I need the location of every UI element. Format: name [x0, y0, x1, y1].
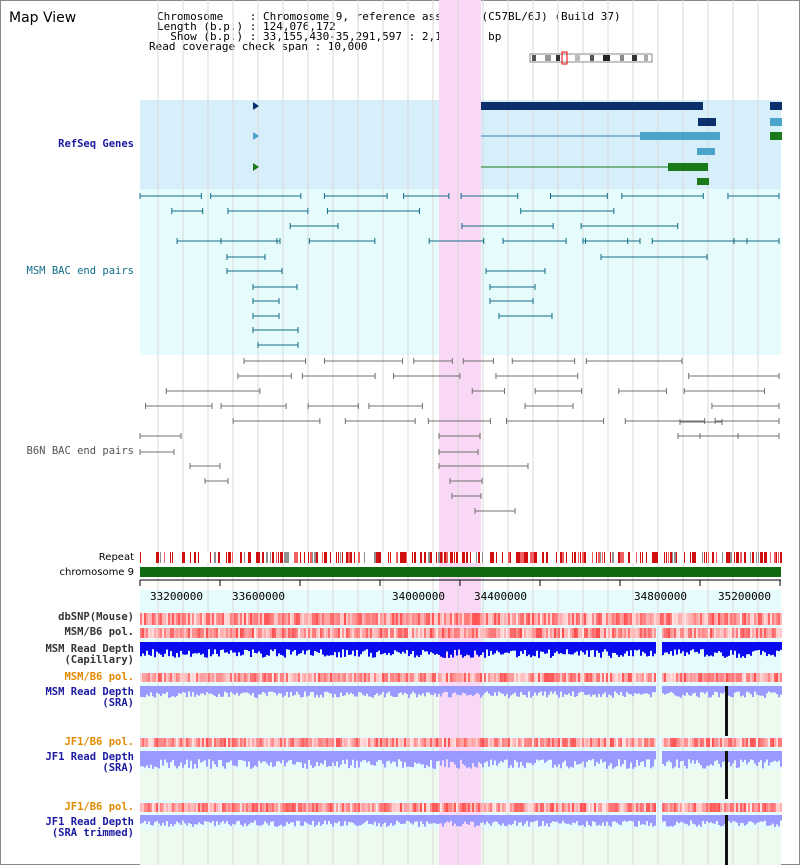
b6n-bac-pairs-sparse [139, 419, 780, 514]
refseq-gene-bar [481, 102, 703, 110]
position-axis: 33200000 33600000 34000000 34400000 34800000… [139, 579, 781, 603]
map-view-title: Map View [9, 10, 77, 26]
ideogram-position-marker [561, 51, 568, 65]
refseq-gene-bar [697, 148, 715, 155]
label-jf1-depth-sra: JF1 Read Depth (SRA) [45, 751, 134, 774]
refseq-gene-bar [770, 132, 782, 140]
msm-depth-capillary [140, 642, 782, 658]
axis-tick-label: 35200000 [718, 590, 771, 603]
label-jf1-depth-trim: JF1 Read Depth (SRA trimmed) [45, 816, 134, 839]
axis-tick-label: 33600000 [232, 590, 285, 603]
jf1-b6-pol-sra-strip [140, 738, 782, 747]
chromosome-bar [140, 567, 781, 577]
track-label-chromosome: chromosome 9 [59, 567, 134, 578]
track-label-b6n-bac[interactable]: B6N BAC end pairs [26, 445, 134, 457]
msm-b6-pol-cap-strip [140, 628, 782, 638]
grid-lines [157, 0, 759, 865]
track-label-refseq[interactable]: RefSeq Genes [58, 138, 134, 150]
msm-depth-sra [140, 686, 782, 736]
jf1-b6-pol-trim-strip [140, 803, 782, 812]
refseq-gene-bar [698, 118, 716, 126]
label-jf1-b6-pol-sra: JF1/B6 pol. [64, 736, 134, 748]
jf1-depth-sra-marker [725, 751, 728, 799]
track-label-repeat: Repeat [98, 552, 134, 563]
refseq-gene-bar [668, 163, 708, 171]
chromosome-ideogram [529, 51, 653, 65]
b6n-bac-pairs [145, 358, 780, 424]
label-msm-depth-cap: MSM Read Depth (Capillary) [45, 643, 134, 666]
refseq-genes [253, 102, 782, 185]
track-label-msm-bac[interactable]: MSM BAC end pairs [26, 265, 134, 277]
msm-bac-pairs-sparse [220, 238, 780, 348]
label-msm-b6-pol-cap: MSM/B6 pol. [64, 626, 134, 638]
jf1-depth-trim [140, 815, 782, 865]
refseq-gene-bar [697, 178, 709, 185]
axis-tick-label: 34800000 [634, 590, 687, 603]
axis-tick-label: 34400000 [474, 590, 527, 603]
label-msm-depth-sra: MSM Read Depth (SRA) [45, 686, 134, 709]
dbsnp-strip [140, 613, 782, 625]
axis-tick-label: 34000000 [392, 590, 445, 603]
label-msm-b6-pol-sra: MSM/B6 pol. [64, 671, 134, 683]
jf1-depth-sra [140, 751, 782, 799]
info-length: Length (b.p.) : 124,076,172 [157, 20, 336, 33]
selected-region-highlight [439, 0, 481, 865]
gene-arrow [253, 132, 259, 140]
axis-tick-label: 33200000 [150, 590, 203, 603]
msm-b6-pol-sra-strip [140, 673, 782, 682]
label-dbsnp: dbSNP(Mouse) [58, 611, 134, 623]
jf1-depth-trim-marker [725, 815, 728, 865]
msm-depth-sra-marker [725, 686, 728, 736]
label-jf1-b6-pol-trim: JF1/B6 pol. [64, 801, 134, 813]
refseq-gene-bar [770, 118, 782, 126]
refseq-gene-bar [640, 132, 720, 140]
refseq-gene-bar [770, 102, 782, 110]
gene-arrow [253, 102, 259, 110]
repeat-track [140, 552, 782, 563]
gene-arrow [253, 163, 259, 171]
